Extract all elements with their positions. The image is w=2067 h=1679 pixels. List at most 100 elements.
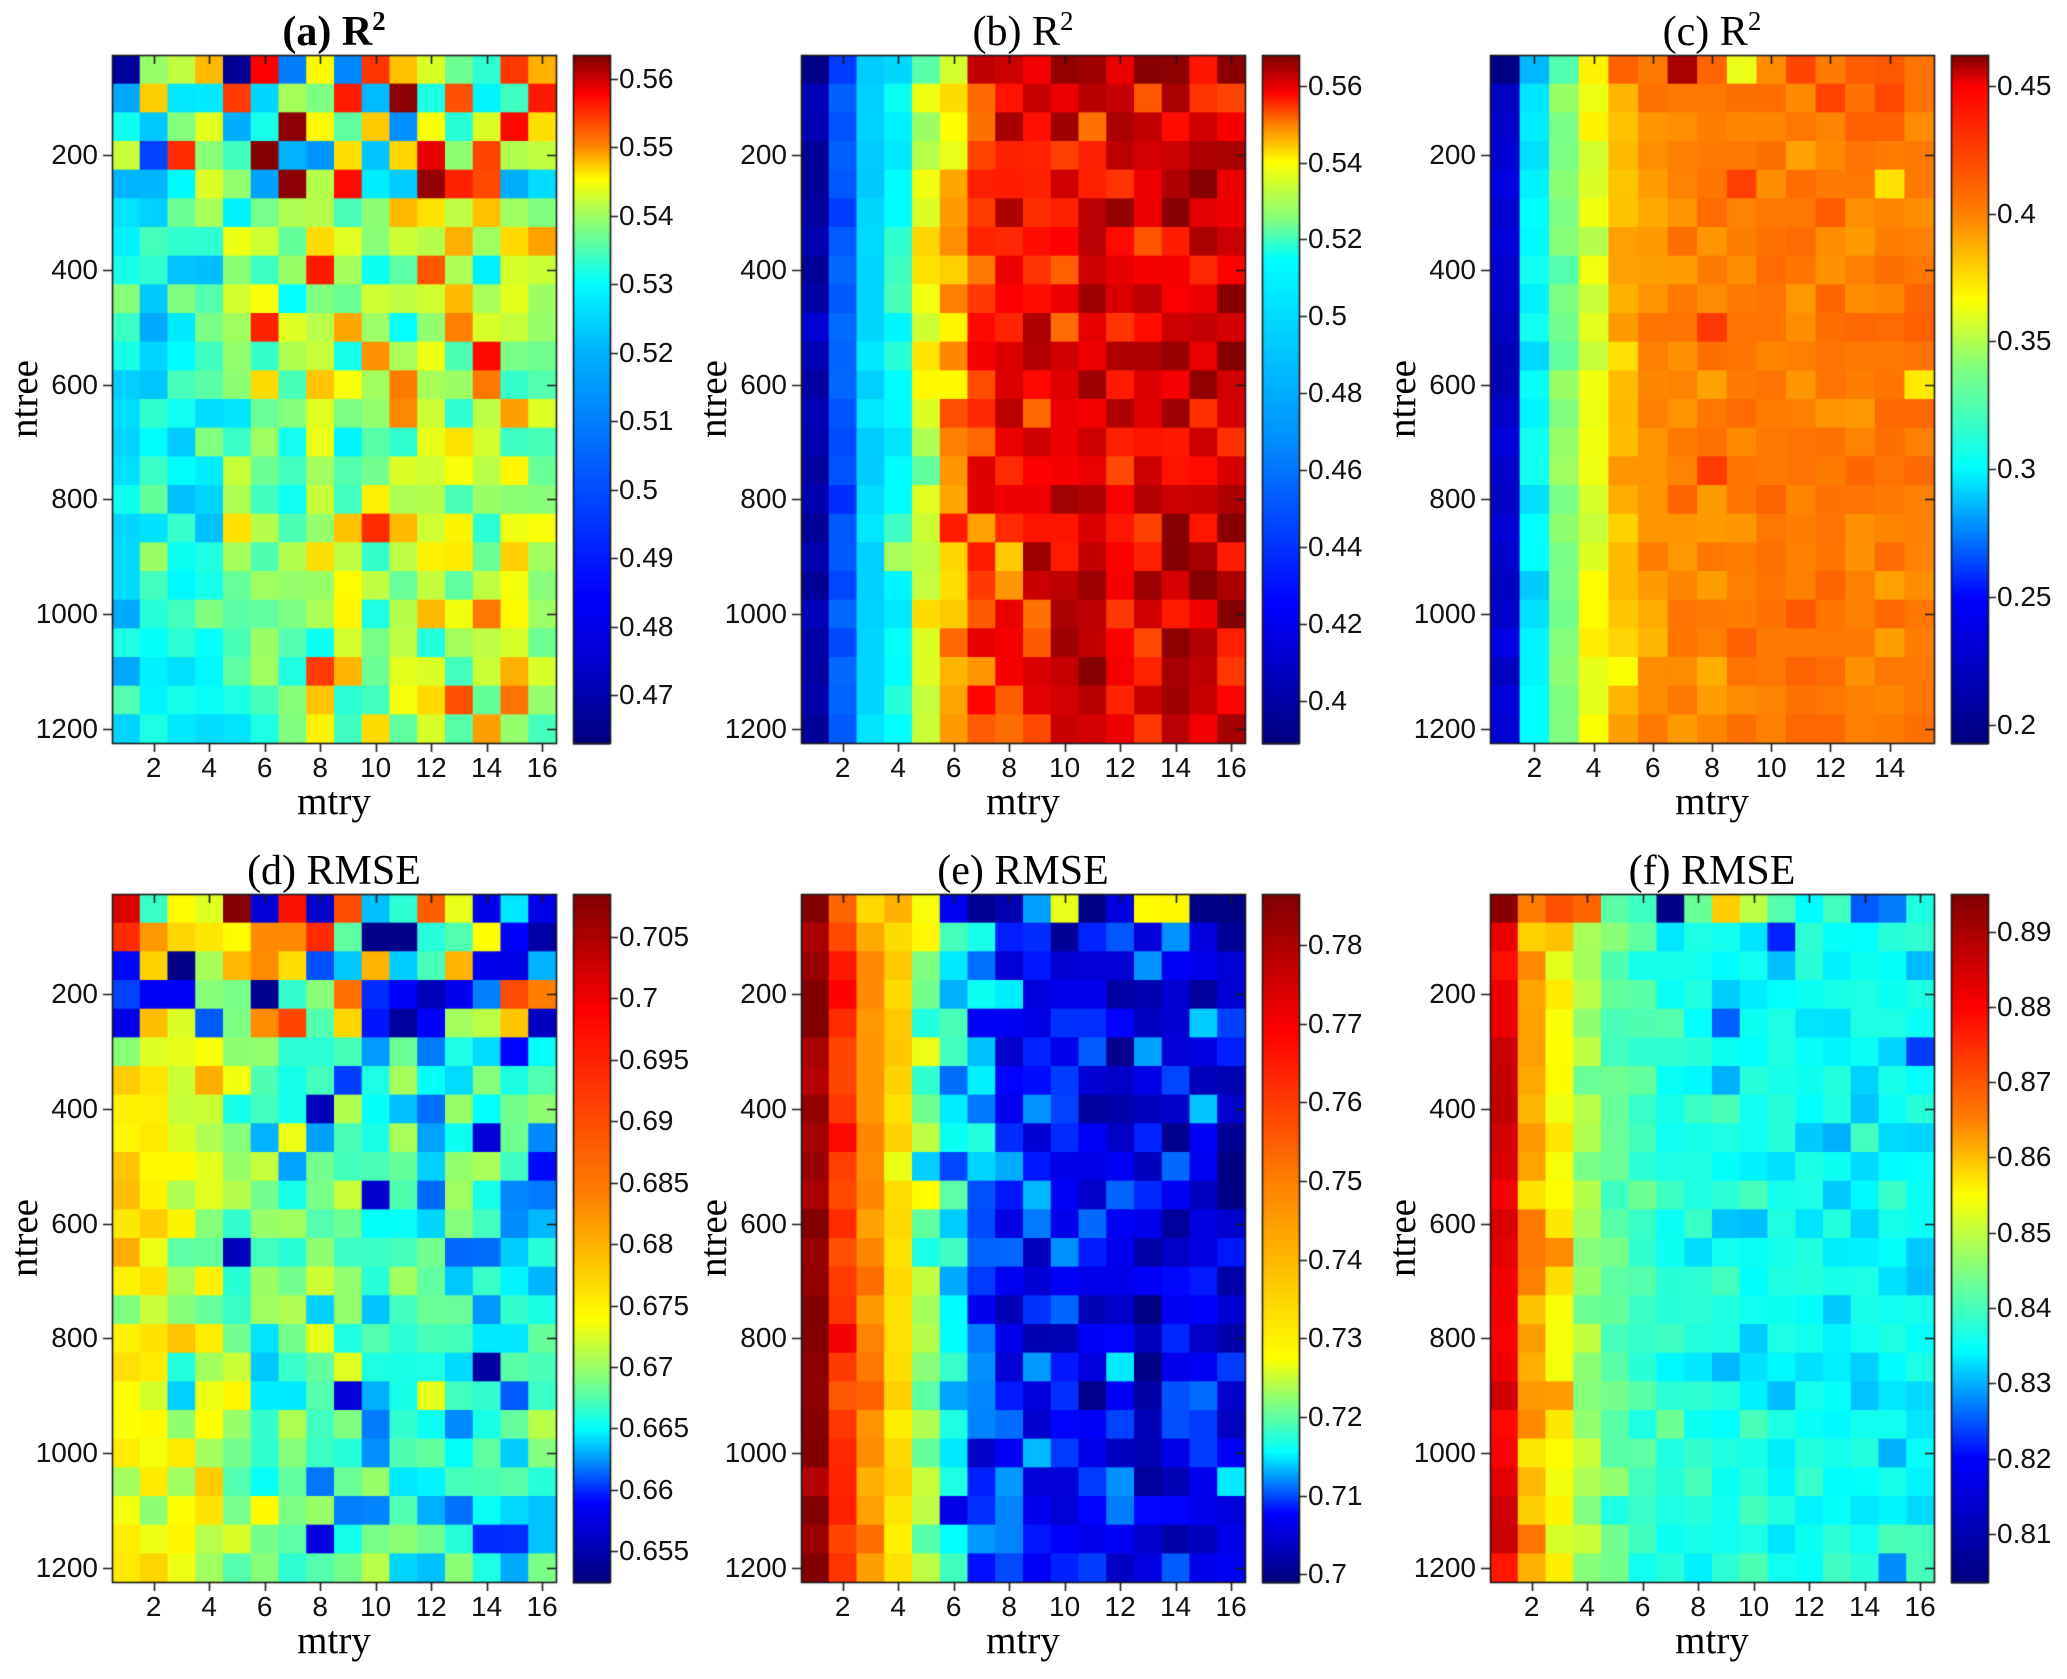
panel-f: (f) RMSE mtry ntree 2 4 6 8 10 12 14 16 200 400 60… [1378, 839, 2067, 1679]
y-tick-label: 1000 [35, 598, 98, 629]
y-tick-label: 200 [1429, 139, 1476, 171]
y-tick-label: 200 [1429, 978, 1476, 1010]
colorbar-tick-label: 0.68 [619, 1228, 674, 1260]
x-tick-label: 2 [834, 1591, 851, 1622]
panel-title-superscript: 2 [1060, 6, 1074, 36]
colorbar-tick-label: 0.73 [1308, 1322, 1363, 1354]
x-tick-label: 14 [1849, 1591, 1881, 1622]
y-tick-label: 600 [1429, 1207, 1476, 1239]
colorbar-tick-label: 0.54 [1308, 146, 1363, 178]
x-tick-label: 12 [415, 1591, 447, 1622]
heatmap-canvas-c [1378, 0, 2067, 840]
panel-title-text: (e) RMSE [937, 848, 1109, 894]
colorbar-tick-label: 0.48 [619, 610, 674, 642]
x-tick-label: 10 [1049, 752, 1081, 783]
colorbar-c [1951, 55, 1988, 743]
x-tick-label: 6 [256, 1591, 273, 1622]
colorbar-tick-label: 0.74 [1308, 1243, 1363, 1275]
colorbar-tick-label: 0.46 [1308, 454, 1363, 486]
colorbar-tick-label: 0.85 [1997, 1216, 2052, 1248]
x-axis-label: mtry [297, 1619, 371, 1662]
y-tick-label: 800 [51, 1322, 98, 1354]
x-tick-label: 14 [1874, 752, 1906, 783]
panel-title-text: (d) RMSE [247, 848, 421, 894]
panel-title-text: (b) R [972, 9, 1061, 55]
colorbar-tick-label: 0.66 [619, 1473, 674, 1505]
colorbar-tick-label: 0.52 [619, 336, 674, 368]
colorbar-tick-label: 0.4 [1997, 197, 2036, 229]
x-tick-label: 2 [145, 1591, 162, 1622]
colorbar-tick-label: 0.88 [1997, 990, 2052, 1022]
x-tick-label: 14 [471, 1591, 503, 1622]
colorbar-tick-label: 0.84 [1997, 1292, 2052, 1323]
colorbar-tick-label: 0.77 [1308, 1007, 1363, 1039]
colorbar-tick-label: 0.685 [619, 1166, 690, 1198]
colorbar-tick-label: 0.47 [619, 679, 674, 711]
x-tick-label: 10 [360, 752, 392, 783]
colorbar-tick-label: 0.78 [1308, 929, 1363, 961]
x-tick-label: 6 [256, 752, 273, 783]
x-tick-label: 6 [1645, 752, 1661, 783]
colorbar-tick-label: 0.5 [1308, 300, 1347, 332]
heatmap-canvas-b [689, 0, 1378, 840]
colorbar-tick-label: 0.695 [619, 1043, 690, 1075]
x-tick-label: 8 [1001, 1591, 1017, 1622]
y-tick-label: 1200 [1413, 712, 1476, 744]
y-tick-label: 600 [51, 1207, 98, 1239]
panel-title-superscript: 2 [372, 6, 386, 36]
x-axis-label: mtry [297, 780, 371, 823]
colorbar-tick-label: 0.55 [619, 131, 674, 163]
y-tick-label: 1000 [1413, 598, 1476, 629]
panel-b: (b) R2 mtry ntree 2 4 6 8 10 12 14 16 200 400 600 8… [689, 0, 1378, 840]
x-axis-label: mtry [986, 1619, 1060, 1662]
y-tick-label: 600 [1429, 368, 1476, 400]
y-tick-label: 200 [51, 139, 98, 171]
colorbar-a [573, 55, 610, 743]
y-tick-label: 1200 [724, 712, 787, 744]
colorbar-tick-label: 0.4 [1308, 684, 1347, 716]
x-axis-label: mtry [1675, 1619, 1749, 1662]
panel-title-text: (a) R [282, 9, 373, 55]
y-tick-label: 400 [1429, 1093, 1476, 1124]
y-tick-label: 800 [51, 483, 98, 515]
colorbar-tick-label: 0.87 [1997, 1066, 2052, 1098]
x-tick-label: 6 [945, 1591, 962, 1622]
colorbar-tick-label: 0.3 [1997, 453, 2036, 485]
panel-e: (e) RMSE mtry ntree 2 4 6 8 10 12 14 16 200 400 60… [689, 839, 1378, 1679]
y-tick-label: 1000 [1413, 1437, 1476, 1468]
colorbar-tick-label: 0.52 [1308, 223, 1363, 255]
colorbar-tick-label: 0.56 [1308, 69, 1363, 101]
y-tick-label: 800 [740, 483, 787, 515]
x-axis-label: mtry [986, 780, 1060, 823]
panel-title-b: (b) R2 [801, 6, 1245, 56]
x-tick-label: 16 [1904, 1591, 1936, 1622]
colorbar-tick-label: 0.89 [1997, 915, 2052, 947]
y-tick-label: 200 [51, 978, 98, 1010]
x-tick-label: 8 [312, 1591, 328, 1622]
x-tick-label: 4 [890, 752, 906, 783]
panel-title-text: (c) R [1662, 9, 1748, 55]
colorbar-tick-label: 0.83 [1997, 1367, 2052, 1399]
x-tick-label: 10 [1049, 1591, 1081, 1622]
colorbar-tick-label: 0.86 [1997, 1141, 2052, 1173]
x-tick-label: 14 [471, 752, 503, 783]
colorbar-e [1262, 894, 1299, 1582]
heatmap-canvas-a [0, 0, 689, 840]
x-tick-label: 12 [1104, 752, 1136, 783]
y-tick-label: 400 [51, 254, 98, 285]
panel-a: (a) R2 mtry ntree 2 4 6 8 10 12 14 16 200 400 600 8… [0, 0, 689, 840]
x-tick-label: 4 [1579, 1591, 1595, 1622]
colorbar-tick-label: 0.56 [619, 62, 674, 94]
x-tick-label: 16 [526, 752, 558, 783]
x-tick-label: 16 [1215, 1591, 1247, 1622]
colorbar-tick-label: 0.45 [1997, 69, 2052, 101]
x-tick-label: 2 [145, 752, 162, 783]
x-axis-label: mtry [1675, 780, 1749, 823]
y-tick-label: 800 [1429, 1322, 1476, 1354]
colorbar-tick-label: 0.67 [619, 1351, 674, 1382]
y-tick-label: 1200 [35, 1551, 98, 1583]
panel-d: (d) RMSE mtry ntree 2 4 6 8 10 12 14 16 200 400 60… [0, 839, 689, 1679]
y-tick-label: 1000 [724, 1437, 787, 1468]
y-tick-label: 800 [1429, 483, 1476, 515]
